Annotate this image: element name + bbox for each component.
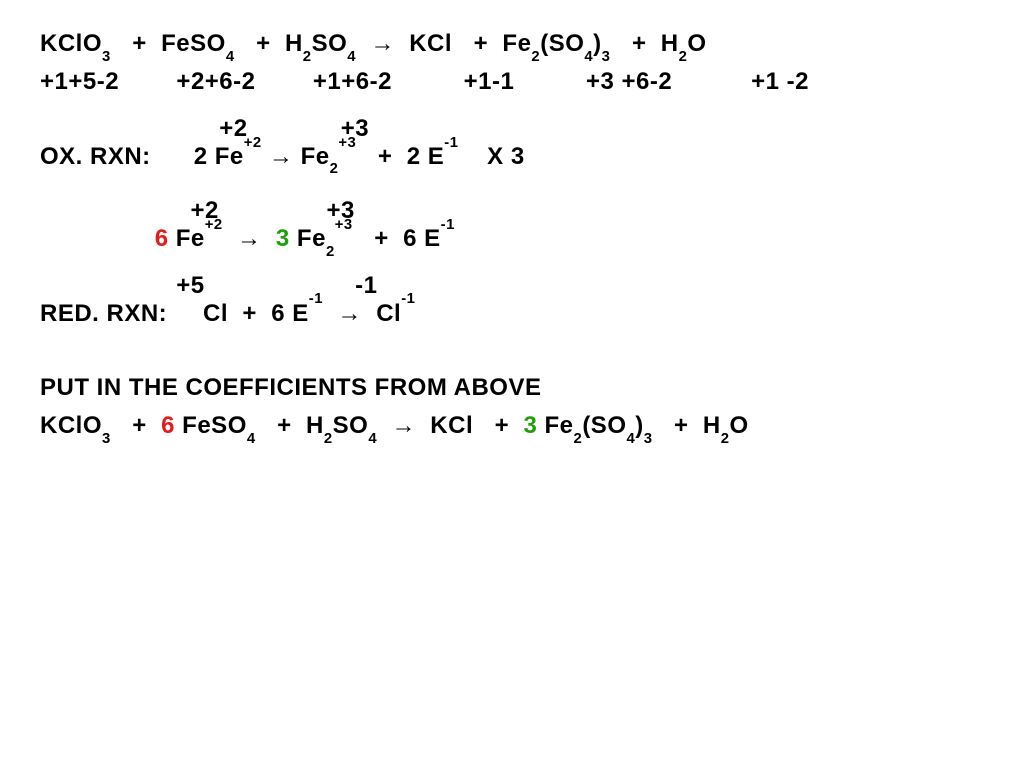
oxidation-states-line: +1+5-2 +2+6-2 +1+6-2 +1-1 +3 +6-2 +1 -2 [40, 66, 984, 98]
ox-rxn-superscripts: +2 +3 [40, 117, 984, 141]
arrow-icon: → [370, 30, 395, 57]
instruction-line: PUT IN THE COEFFICIENTS FROM ABOVE [40, 372, 984, 404]
equation-line-1: KClO3 + FeSO4 + H2SO4 → KCl + Fe2(SO4)3 … [40, 28, 984, 60]
final-equation-line: KClO3 + 6 FeSO4 + H2SO4 → KCl + 3 Fe2(SO… [40, 410, 984, 442]
arrow-icon: → [391, 412, 416, 439]
red-rxn-superscripts: +5 -1 [40, 274, 984, 298]
ox-scaled-superscripts: +2 +3 [40, 199, 984, 223]
red-rxn-line: RED. RXN: Cl + 6 E-1 → Cl-1 [40, 298, 984, 330]
ox-scaled-line: 6 Fe+2 → 3 Fe2+3 + 6 E-1 [40, 223, 984, 255]
slide-content: KClO3 + FeSO4 + H2SO4 → KCl + Fe2(SO4)3 … [0, 0, 1024, 768]
arrow-icon: → [237, 225, 262, 252]
ox-rxn-line: OX. RXN: 2 Fe+2 → Fe2+3 + 2 E-1 X 3 [40, 141, 984, 173]
arrow-icon: → [337, 300, 362, 327]
arrow-icon: → [269, 143, 294, 170]
